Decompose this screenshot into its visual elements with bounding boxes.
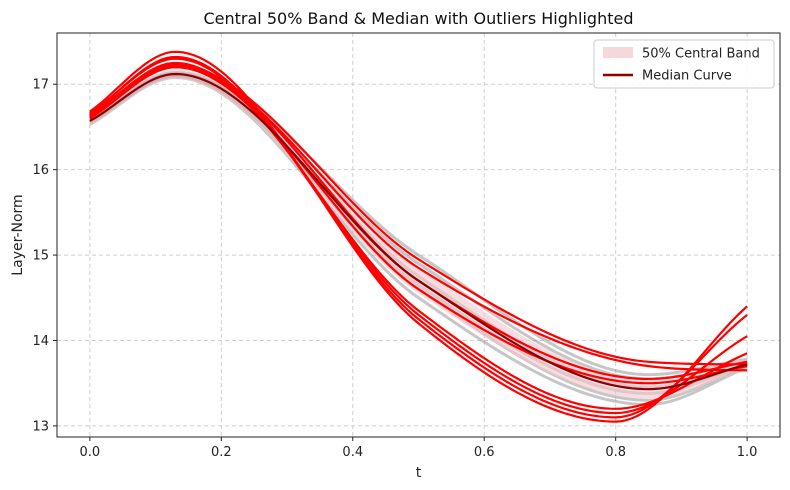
legend-label: Median Curve — [642, 69, 732, 84]
median-curve — [89, 72, 748, 391]
plot-frame — [56, 32, 781, 438]
y-tick-label: 15 — [32, 249, 49, 264]
legend: 50% Central Band Median Curve — [593, 39, 775, 89]
outlier-curve — [89, 57, 748, 415]
y-tick-label: 17 — [32, 78, 49, 93]
outlier-curve — [89, 50, 748, 423]
legend-label: 50% Central Band — [642, 47, 760, 62]
y-axis-label: Layer-Norm — [10, 194, 26, 275]
legend-band-swatch — [603, 47, 633, 58]
ticks: 0.0 0.2 0.4 0.6 0.8 1.0 13 14 15 16 17 — [32, 78, 757, 460]
grid — [57, 33, 780, 437]
y-tick-label: 13 — [32, 419, 49, 434]
chart-title: Central 50% Band & Median with Outliers … — [203, 9, 633, 28]
x-tick-label: 0.4 — [342, 445, 363, 460]
y-tick-label: 14 — [32, 334, 49, 349]
x-axis-label: t — [416, 465, 422, 481]
x-tick-label: 0.0 — [80, 445, 101, 460]
curves — [89, 50, 748, 423]
outlier-curve — [89, 55, 748, 419]
x-tick-label: 0.2 — [211, 445, 232, 460]
outlier-curve — [89, 66, 748, 385]
x-tick-label: 0.6 — [474, 445, 495, 460]
x-tick-label: 0.8 — [605, 445, 626, 460]
x-tick-label: 1.0 — [737, 445, 758, 460]
y-tick-label: 16 — [32, 163, 49, 178]
legend-box — [593, 39, 775, 89]
